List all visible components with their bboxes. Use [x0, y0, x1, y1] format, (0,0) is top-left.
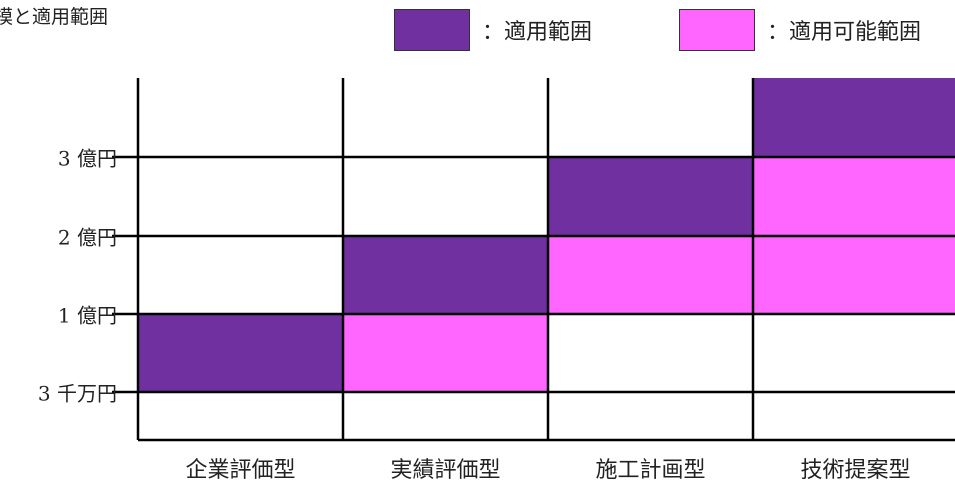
grid-cell-possible: [753, 236, 955, 314]
legend-label-applicable: ：適用範囲: [482, 20, 593, 45]
y-label-3oku: 3 億円: [57, 146, 117, 171]
grid-cell-empty: [138, 392, 343, 440]
grid-cell-empty: [548, 392, 753, 440]
grid-cell-applicable: [753, 78, 955, 157]
x-label-sekou: 施工計画型: [595, 458, 706, 483]
grid-cell-applicable: [343, 236, 548, 314]
y-label-3senman: 3 千万円: [37, 381, 117, 406]
grid-cell-applicable: [138, 314, 343, 392]
grid-cell-empty: [548, 314, 753, 392]
legend-label-possible: ：適用可能範囲: [767, 20, 922, 45]
grid-cell-empty: [138, 236, 343, 314]
legend-item-possible: ：適用可能範囲: [679, 8, 921, 52]
grid-cell-empty: [753, 314, 955, 392]
grid-cell-empty: [138, 157, 343, 236]
grid-cell-possible: [753, 157, 955, 236]
legend-swatch-applicable: [394, 9, 470, 51]
grid-cell-empty: [753, 392, 955, 440]
grid-cell-empty: [343, 78, 548, 157]
x-label-gijutsu: 技術提案型: [800, 458, 911, 483]
grid-cell-possible: [548, 236, 753, 314]
x-label-kigyo: 企業評価型: [185, 458, 296, 483]
grid-cell-empty: [343, 392, 548, 440]
legend-swatch-possible: [679, 9, 755, 51]
y-label-2oku: 2 億円: [57, 225, 117, 250]
legend-item-applicable: ：適用範囲: [394, 8, 592, 52]
grid-cell-possible: [343, 314, 548, 392]
grid-cell-empty: [138, 78, 343, 157]
y-label-1oku: 1 億円: [57, 303, 117, 328]
grid-cell-empty: [548, 78, 753, 157]
grid-cell-empty: [343, 157, 548, 236]
x-label-jisseki: 実績評価型: [390, 458, 501, 483]
diagram-title: 模と適用範囲: [0, 6, 109, 28]
grid-cell-applicable: [548, 157, 753, 236]
